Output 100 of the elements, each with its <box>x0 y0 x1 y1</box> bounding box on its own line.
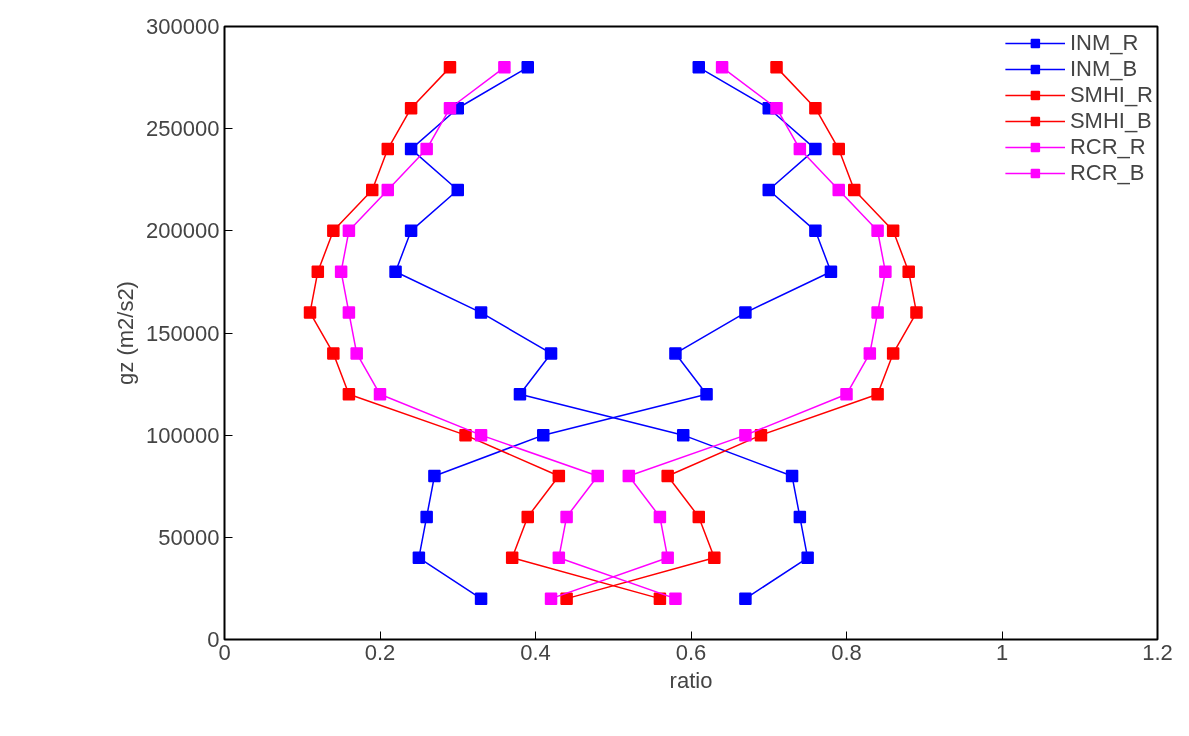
point <box>327 224 340 238</box>
point <box>591 469 604 483</box>
point <box>653 592 667 605</box>
point <box>661 551 674 565</box>
point <box>871 224 884 238</box>
y-tick-label: 50000 <box>158 524 220 550</box>
point <box>537 428 550 442</box>
point <box>342 306 356 319</box>
point <box>428 469 441 483</box>
point <box>793 142 807 156</box>
legend-label: SMHI_R <box>1069 82 1153 108</box>
point <box>474 428 488 442</box>
legend-label: INM_R <box>1069 30 1139 56</box>
point <box>443 61 457 74</box>
point <box>334 265 348 278</box>
point <box>560 510 573 524</box>
point <box>886 347 900 360</box>
point <box>824 265 838 278</box>
point <box>762 183 775 197</box>
point <box>420 142 433 156</box>
point <box>692 510 706 524</box>
point <box>785 469 799 483</box>
point <box>669 347 682 360</box>
point <box>498 61 511 74</box>
point <box>474 592 488 605</box>
point <box>871 306 884 319</box>
point <box>474 306 488 319</box>
point <box>552 551 566 565</box>
y-tick-label: 150000 <box>146 320 220 346</box>
point <box>622 469 636 483</box>
legend-label: SMHI_B <box>1069 108 1152 134</box>
point <box>840 388 853 401</box>
point <box>661 469 674 483</box>
point <box>739 306 752 319</box>
point <box>669 592 682 605</box>
point <box>902 265 915 278</box>
point <box>443 101 457 115</box>
legend-label: INM_B <box>1069 56 1138 82</box>
point <box>770 61 783 74</box>
point <box>521 61 534 74</box>
point <box>715 61 729 74</box>
x-tick-label: 0.2 <box>364 639 396 665</box>
y-tick-label: 250000 <box>146 116 220 142</box>
point <box>832 183 845 197</box>
point <box>676 428 690 442</box>
point <box>809 224 822 238</box>
point <box>350 347 363 360</box>
point <box>801 551 814 565</box>
point <box>373 388 387 401</box>
point <box>863 347 877 360</box>
y-axis-title: gz (m2/s2) <box>113 281 139 385</box>
point <box>871 388 884 401</box>
point <box>381 142 395 156</box>
y-tick-label: 200000 <box>146 218 220 244</box>
x-tick-label: 1 <box>995 639 1009 665</box>
point <box>342 224 356 238</box>
legend-label: RCR_B <box>1069 160 1145 186</box>
y-tick-label: 300000 <box>146 14 220 39</box>
point <box>513 388 527 401</box>
point <box>692 61 706 74</box>
point <box>793 510 807 524</box>
point <box>708 551 721 565</box>
point <box>327 347 340 360</box>
x-tick-label: 0.6 <box>675 639 707 665</box>
point <box>311 265 325 278</box>
point <box>521 510 534 524</box>
point <box>653 510 667 524</box>
point <box>459 428 472 442</box>
point <box>404 142 418 156</box>
point <box>505 551 519 565</box>
point <box>910 306 923 319</box>
point <box>879 265 892 278</box>
point <box>303 306 317 319</box>
point <box>770 101 783 115</box>
point <box>552 469 566 483</box>
point <box>404 224 418 238</box>
point <box>381 183 395 197</box>
point <box>739 592 752 605</box>
x-tick-label: 1.2 <box>1142 639 1173 665</box>
point <box>809 142 822 156</box>
point <box>342 388 356 401</box>
x-axis-title: ratio <box>669 667 713 693</box>
point <box>420 510 433 524</box>
x-tick-label: 0.4 <box>520 639 551 665</box>
point <box>404 101 418 115</box>
point <box>700 388 713 401</box>
point <box>451 183 464 197</box>
y-tick-label: 100000 <box>146 422 220 448</box>
point <box>809 101 822 115</box>
point <box>389 265 402 278</box>
point <box>560 592 573 605</box>
point <box>886 224 900 238</box>
point <box>848 183 861 197</box>
legend-label: RCR_R <box>1069 134 1146 160</box>
point <box>832 142 845 156</box>
point <box>365 183 379 197</box>
point <box>544 592 558 605</box>
point <box>544 347 558 360</box>
point <box>412 551 426 565</box>
point <box>739 428 752 442</box>
